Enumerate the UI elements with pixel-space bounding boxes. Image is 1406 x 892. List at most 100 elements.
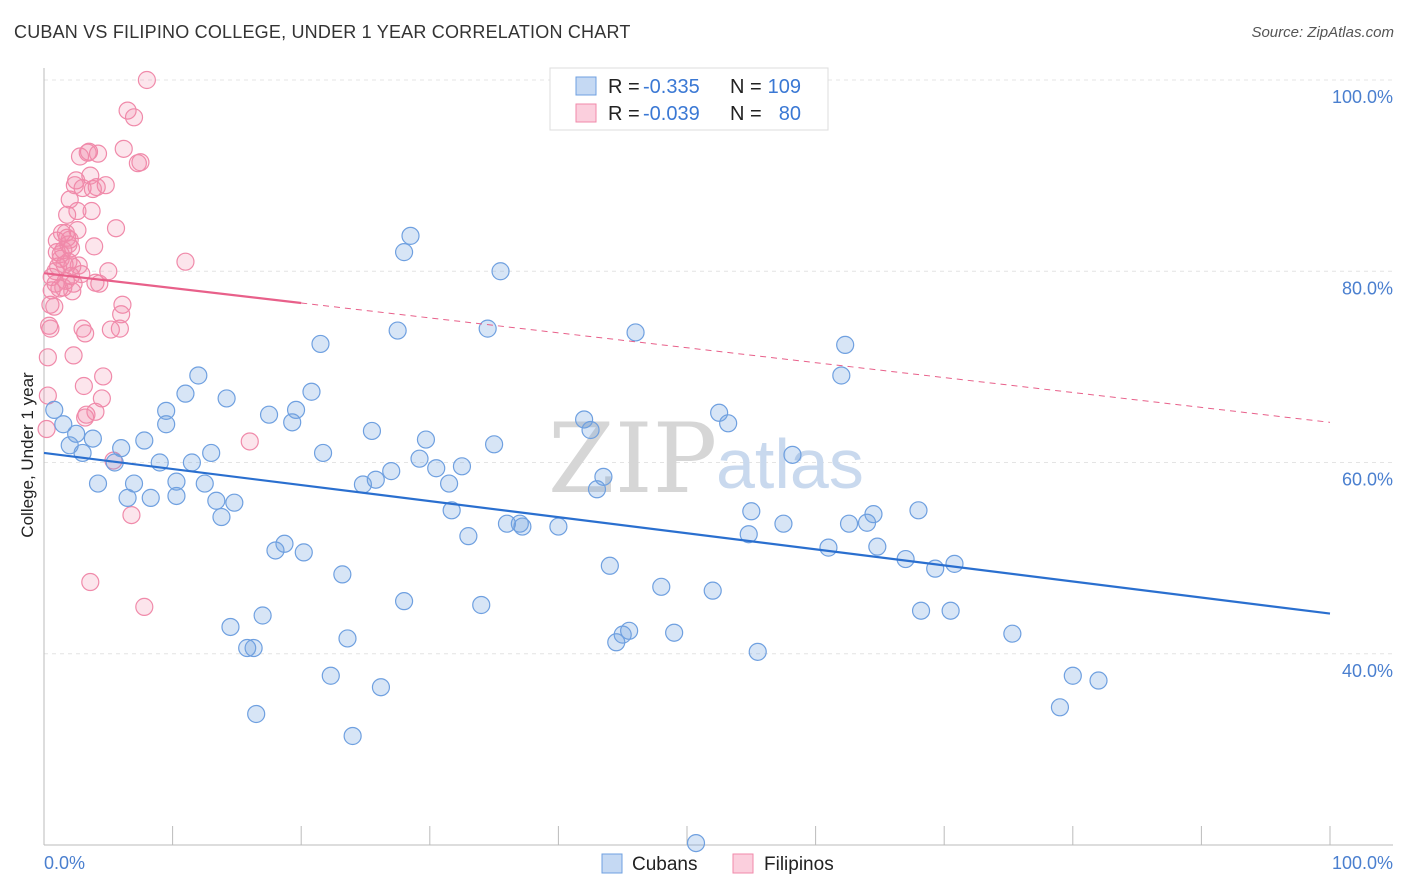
bottom-legend-filipinos: Filipinos <box>764 854 834 875</box>
cubans-point <box>472 595 491 615</box>
cubans-point <box>124 474 144 493</box>
cubans-point <box>686 833 706 853</box>
filipinos-point <box>59 235 78 254</box>
watermark-zip: ZIP <box>548 403 717 515</box>
filipinos-point <box>135 597 154 616</box>
cubans-point <box>247 704 266 724</box>
correlation-legend: R = -0.335 N = 109 R = -0.039 N = 80 <box>549 67 829 131</box>
trend-lines <box>43 272 1331 615</box>
y-tick-label-0: 100.0% <box>1332 87 1393 107</box>
cubans-point <box>217 389 236 408</box>
cubans-point <box>410 449 429 468</box>
cubans-point <box>459 527 478 546</box>
filipinos-point <box>137 70 156 90</box>
cubans-points <box>45 226 1108 853</box>
filipinos-point <box>106 219 126 238</box>
filipinos-point <box>85 237 104 256</box>
cubans-point <box>394 243 414 262</box>
cubans-point <box>157 401 176 420</box>
filipinos-point <box>64 346 83 365</box>
bottom-legend-swatch-cubans <box>601 853 623 874</box>
cubans-point <box>839 514 859 533</box>
legend-swatch-cubans <box>575 76 597 96</box>
watermark-atlas: atlas <box>716 425 864 503</box>
cubans-point <box>302 382 321 401</box>
cubans-point <box>941 601 960 620</box>
legend-n-value-cubans: 109 <box>768 76 801 98</box>
filipinos-point <box>110 319 129 338</box>
filipinos-point <box>45 297 64 316</box>
cubans-point <box>362 421 382 441</box>
cubans-point <box>313 443 333 463</box>
filipinos-point <box>58 205 77 224</box>
filipinos-point <box>51 244 70 264</box>
cubans-point <box>868 537 887 556</box>
cubans-point <box>620 621 639 640</box>
cubans-point <box>333 565 352 584</box>
y-tick-label-1: 80.0% <box>1342 278 1393 298</box>
cubans-point <box>141 488 160 507</box>
filipinos-point <box>73 319 92 338</box>
filipinos-point <box>38 348 57 367</box>
series-legend: Cubans Filipinos <box>601 853 834 875</box>
cubans-point <box>67 424 86 443</box>
cubans-point <box>783 445 802 464</box>
filipinos-point <box>41 319 60 338</box>
cubans-point <box>600 556 619 575</box>
cubans-point <box>742 502 761 521</box>
filipinos-point <box>124 108 144 127</box>
cubans-point <box>182 453 201 472</box>
legend-n-label-cubans: N = <box>730 76 762 98</box>
cubans-point <box>1063 666 1082 685</box>
cubans-point <box>911 601 931 620</box>
cubans-point <box>401 226 420 245</box>
filipinos-point <box>76 408 95 427</box>
cubans-point <box>819 538 838 557</box>
cubans-point <box>510 514 529 533</box>
grid-lines <box>44 79 1393 655</box>
cubans-point <box>1003 624 1022 643</box>
cubans-point <box>1050 698 1070 717</box>
legend-swatch-filipinos <box>575 103 597 123</box>
cubans-point <box>439 474 459 493</box>
cubans-point <box>575 410 594 429</box>
cubans-point <box>442 501 461 520</box>
filipinos-point <box>94 367 113 386</box>
filipinos-point <box>96 176 115 195</box>
legend-r-value-cubans: -0.335 <box>643 76 700 98</box>
filipinos-point <box>113 295 132 314</box>
filipinos-point <box>112 305 131 324</box>
cubans-point <box>275 534 294 553</box>
filipinos-point <box>176 252 195 271</box>
cubans-point <box>478 319 497 338</box>
cubans-point <box>427 459 446 478</box>
bottom-legend-cubans: Cubans <box>632 854 698 875</box>
y-axis-title: College, Under 1 year <box>18 372 37 538</box>
filipinos-point <box>114 139 133 158</box>
filipinos-points <box>37 70 259 616</box>
cubans-point <box>710 403 729 422</box>
cubans-point <box>157 415 176 434</box>
legend-n-label-filipinos: N = <box>730 103 762 125</box>
cubans-point <box>343 726 362 746</box>
cubans-point <box>286 400 306 420</box>
filipinos-point <box>76 324 95 343</box>
cubans-point <box>212 507 231 527</box>
cubans-point <box>112 439 131 458</box>
cubans-point <box>207 491 226 510</box>
filipinos-point <box>63 282 82 301</box>
cubans-point <box>719 414 738 433</box>
filipinos-trend-line <box>43 272 302 305</box>
filipinos-point <box>87 178 106 197</box>
cubans-point <box>238 638 257 658</box>
cubans-point <box>388 321 407 340</box>
cubans-point <box>513 517 532 536</box>
cubans-point <box>549 517 568 536</box>
filipinos-point <box>65 176 84 195</box>
cubans-point <box>416 430 436 449</box>
y-tick-labels: 100.0% 80.0% 60.0% 40.0% <box>1332 87 1393 681</box>
cubans-point <box>382 462 401 481</box>
cubans-point <box>491 262 510 281</box>
filipinos-point <box>78 143 97 162</box>
